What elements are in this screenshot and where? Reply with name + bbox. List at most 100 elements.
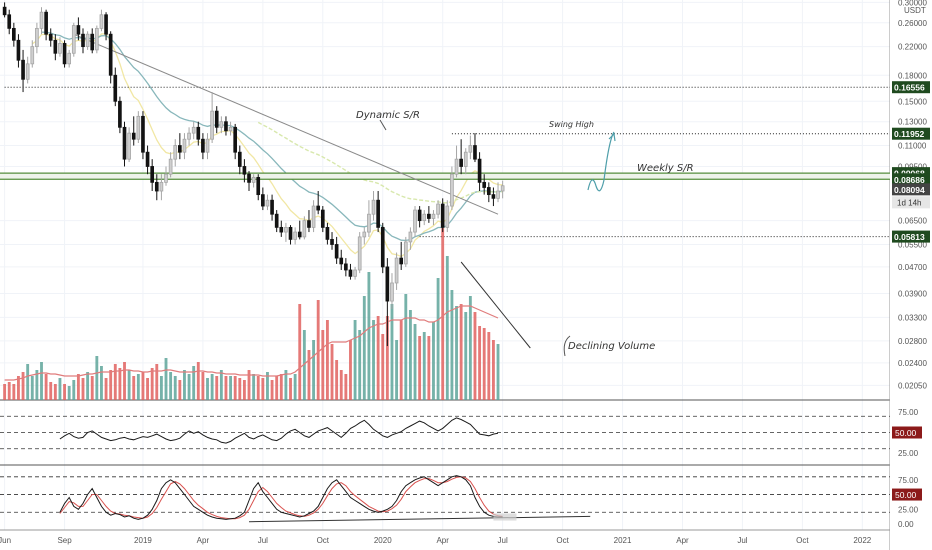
- volume-bar: [270, 380, 274, 400]
- candle: [187, 127, 191, 146]
- candle: [62, 40, 67, 68]
- volume-bar: [459, 304, 463, 400]
- volume-bar: [3, 384, 7, 400]
- candle: [76, 17, 81, 41]
- volume-bar: [30, 376, 34, 400]
- projection-path: [587, 131, 615, 192]
- candle: [182, 133, 187, 160]
- candle-body: [367, 213, 371, 233]
- price-scale[interactable]: 0.30000 0.26000 0.22000 0.18000 0.15000 0.130…: [890, 0, 932, 550]
- candle-body: [348, 269, 353, 277]
- candle: [413, 206, 417, 237]
- volume-bar: [63, 384, 66, 400]
- candle-body: [440, 203, 445, 228]
- candle-body: [214, 110, 219, 128]
- candle-body: [265, 199, 270, 207]
- candle: [233, 123, 238, 160]
- price-tick-label: 0.22000: [898, 43, 927, 52]
- volume-bar: [127, 370, 131, 400]
- candle-body: [136, 115, 141, 140]
- stoch-d-line: [59, 476, 503, 520]
- time-label-13: Oct: [796, 536, 809, 545]
- time-axis[interactable]: Jun Sep 2019 Apr Jul Oct 2020 Apr Jul Oct 2021 Apr J…: [0, 536, 872, 545]
- candle: [477, 152, 482, 192]
- candle-body: [500, 185, 505, 192]
- price-label-0.05813: 0.05813: [894, 232, 925, 242]
- volume-bar: [201, 372, 205, 400]
- volume-bar: [76, 374, 80, 400]
- volume-bar: [362, 296, 366, 400]
- candle: [168, 152, 173, 178]
- candle-body: [127, 132, 131, 160]
- candle: [242, 159, 247, 183]
- volume-bar: [229, 376, 232, 400]
- rsi-pane[interactable]: [0, 415, 890, 450]
- candle-body: [463, 151, 468, 167]
- candle-body: [297, 231, 302, 238]
- candle-body: [35, 27, 39, 48]
- candle-body: [228, 126, 233, 132]
- candle-body: [71, 25, 76, 54]
- candle: [21, 49, 25, 93]
- volume-bar: [399, 320, 403, 400]
- volume-bar: [187, 374, 191, 400]
- candle-body: [408, 231, 413, 243]
- rsi-tick-label: 75.00: [898, 408, 919, 417]
- volume-bar: [215, 376, 219, 400]
- volume-bar: [136, 374, 140, 400]
- candle: [399, 241, 404, 270]
- candle-body: [353, 269, 357, 277]
- time-label-14: 2022: [853, 536, 871, 545]
- candle: [201, 133, 205, 160]
- price-label-0.11952: 0.11952: [894, 129, 925, 139]
- candle-body: [164, 173, 168, 183]
- candle-body: [182, 138, 187, 153]
- candle-body: [468, 145, 473, 153]
- declining-volume-trendline: [460, 261, 531, 349]
- volume-bar: [289, 378, 292, 400]
- candle: [150, 159, 155, 192]
- candle-body: [219, 121, 224, 128]
- candle: [330, 232, 334, 250]
- candle-body: [178, 145, 182, 153]
- stoch-rsi-pane[interactable]: [0, 475, 890, 523]
- candle: [131, 116, 136, 146]
- candle: [316, 191, 321, 215]
- candle-body: [62, 43, 67, 65]
- candlestick-series[interactable]: [2, 2, 505, 347]
- candle: [108, 31, 113, 84]
- volume-bar: [219, 370, 223, 400]
- candle: [113, 67, 118, 107]
- candle-body: [334, 244, 339, 259]
- timeframe-badge-bg: [892, 196, 930, 209]
- candle-body: [242, 166, 247, 175]
- candle-body: [2, 6, 7, 16]
- volume-bar: [279, 374, 283, 400]
- volume-bar: [450, 290, 454, 400]
- volume-bar: [381, 334, 385, 400]
- candle: [353, 266, 357, 280]
- candle-body: [118, 100, 122, 128]
- candle-body: [307, 220, 311, 228]
- candle-body: [187, 132, 191, 140]
- annotation-swing-high: Swing High: [549, 120, 594, 129]
- candle-body: [201, 138, 205, 153]
- candle: [16, 34, 21, 68]
- volume-bar: [53, 384, 57, 400]
- candle: [12, 22, 16, 47]
- volume-bar: [206, 378, 209, 400]
- candle: [210, 92, 214, 143]
- candle-body: [233, 126, 238, 153]
- candle: [191, 121, 196, 140]
- candle-body: [210, 110, 214, 140]
- candle-body: [21, 59, 25, 80]
- candle: [265, 194, 270, 211]
- candle: [237, 145, 242, 175]
- candle-body: [394, 257, 399, 284]
- candle: [491, 187, 496, 207]
- price-tick-label: 0.03900: [898, 290, 927, 299]
- candle-body: [371, 199, 376, 215]
- candle: [118, 96, 122, 134]
- volume-bar: [473, 312, 477, 400]
